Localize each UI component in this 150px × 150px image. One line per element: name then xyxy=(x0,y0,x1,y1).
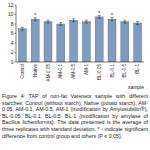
x-tick-label: AM-0.1 xyxy=(58,64,63,79)
x-tick-label: BL-1 xyxy=(135,64,140,74)
error-cap xyxy=(85,23,88,24)
error-cap xyxy=(123,23,126,24)
error-stem xyxy=(124,20,125,23)
error-bar xyxy=(47,20,50,23)
x-tick-label: AM-0.05 xyxy=(46,64,51,82)
error-cap xyxy=(34,20,37,21)
error-cap xyxy=(47,23,50,24)
error-bar xyxy=(85,20,88,23)
y-tick xyxy=(15,24,17,25)
error-stem xyxy=(137,22,138,25)
x-tick-label: BL-0.5 xyxy=(122,64,127,78)
y-tick-label: 4 xyxy=(11,40,14,46)
error-stem xyxy=(99,15,100,18)
error-cap xyxy=(72,21,75,22)
error-stem xyxy=(48,20,49,23)
x-tick-label: BL-0.05 xyxy=(97,64,102,81)
error-cap xyxy=(21,27,24,28)
error-bar xyxy=(59,23,62,26)
y-tick-label: 6 xyxy=(11,30,14,36)
bar xyxy=(134,23,142,62)
y-tick xyxy=(15,14,17,15)
bar xyxy=(121,22,129,62)
bar xyxy=(108,19,116,62)
y-axis xyxy=(16,5,17,62)
bar xyxy=(31,19,39,62)
y-tick-label: 0 xyxy=(11,59,14,65)
error-stem xyxy=(112,18,113,21)
error-bar xyxy=(98,15,101,18)
error-cap xyxy=(59,22,62,23)
bar xyxy=(57,24,65,62)
error-stem xyxy=(22,27,23,30)
y-tick-label: 12 xyxy=(8,2,14,8)
error-stem xyxy=(86,20,87,23)
error-stem xyxy=(35,18,36,21)
y-tick xyxy=(15,5,17,6)
x-tick-label: Control xyxy=(20,64,25,79)
error-cap xyxy=(136,24,139,25)
error-stem xyxy=(60,23,61,26)
y-tick xyxy=(15,52,17,53)
error-cap xyxy=(98,18,101,19)
error-bar xyxy=(21,27,24,30)
annotation: * xyxy=(111,12,114,18)
error-bar xyxy=(123,20,126,23)
y-tick-label: 2 xyxy=(11,49,14,55)
caption: Figure 4: TAP of non-fat Varenets sample… xyxy=(2,93,148,139)
error-cap xyxy=(136,21,139,22)
bars xyxy=(18,15,141,62)
error-bar xyxy=(111,18,114,21)
error-stem xyxy=(73,19,74,22)
y-tick xyxy=(15,33,17,34)
bar xyxy=(44,22,52,62)
error-cap xyxy=(72,18,75,19)
error-bar xyxy=(34,18,37,21)
y-tick-label: 8 xyxy=(11,21,14,27)
bar xyxy=(95,17,103,62)
y-tick xyxy=(15,43,17,44)
error-bar xyxy=(72,19,75,22)
x-axis xyxy=(16,62,144,63)
bar xyxy=(70,20,78,62)
x-tick-label: AM-0.5 xyxy=(71,64,76,79)
error-bar xyxy=(136,22,139,25)
x-tick-label: Native xyxy=(33,64,38,77)
error-cap xyxy=(85,20,88,21)
chart: 0 2 4 6 8 10 12 Control Native AM-0.05 AM-0.1 AM-0.… xyxy=(0,0,150,93)
error-cap xyxy=(47,20,50,21)
bar xyxy=(18,29,26,62)
annotation: * xyxy=(98,10,101,16)
y-tick-label: 10 xyxy=(8,11,14,17)
x-tick-label: BL-0.1 xyxy=(110,64,115,78)
error-cap xyxy=(111,20,114,21)
x-tick-label: AM-1 xyxy=(84,64,89,75)
annotation: * xyxy=(34,12,37,18)
bar xyxy=(82,22,90,62)
error-cap xyxy=(123,20,126,21)
error-cap xyxy=(21,30,24,31)
x-axis-label: sample xyxy=(128,84,144,90)
y-tick xyxy=(15,62,17,63)
error-cap xyxy=(59,25,62,26)
